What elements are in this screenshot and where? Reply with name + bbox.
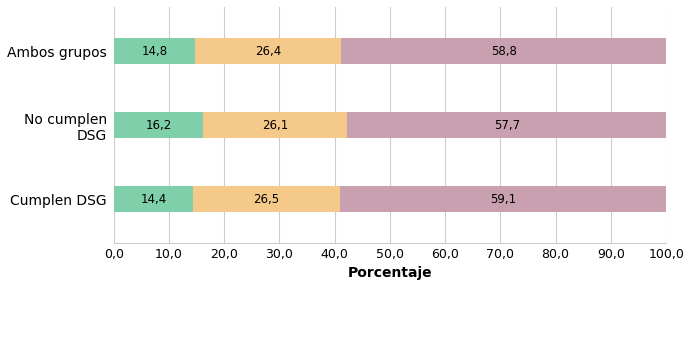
Bar (113, 38, 196, 64)
Text: 14,8: 14,8 (142, 45, 168, 58)
Text: 59,1: 59,1 (490, 193, 516, 206)
Text: 26,5: 26,5 (254, 193, 279, 206)
Bar (203, 112, 348, 138)
Text: 57,7: 57,7 (493, 119, 520, 132)
X-axis label: Porcentaje: Porcentaje (348, 266, 432, 280)
Bar (341, 38, 666, 64)
Legend: Proteínas, Grasas, CHO: Proteínas, Grasas, CHO (263, 336, 517, 338)
Bar (348, 112, 666, 138)
Bar (196, 38, 341, 64)
Text: 26,4: 26,4 (255, 45, 281, 58)
Text: 26,1: 26,1 (262, 119, 288, 132)
Bar (113, 186, 193, 212)
Bar (193, 186, 339, 212)
Text: 58,8: 58,8 (491, 45, 517, 58)
Bar (339, 186, 666, 212)
Bar (113, 112, 203, 138)
Text: 16,2: 16,2 (145, 119, 171, 132)
Text: 14,4: 14,4 (140, 193, 167, 206)
